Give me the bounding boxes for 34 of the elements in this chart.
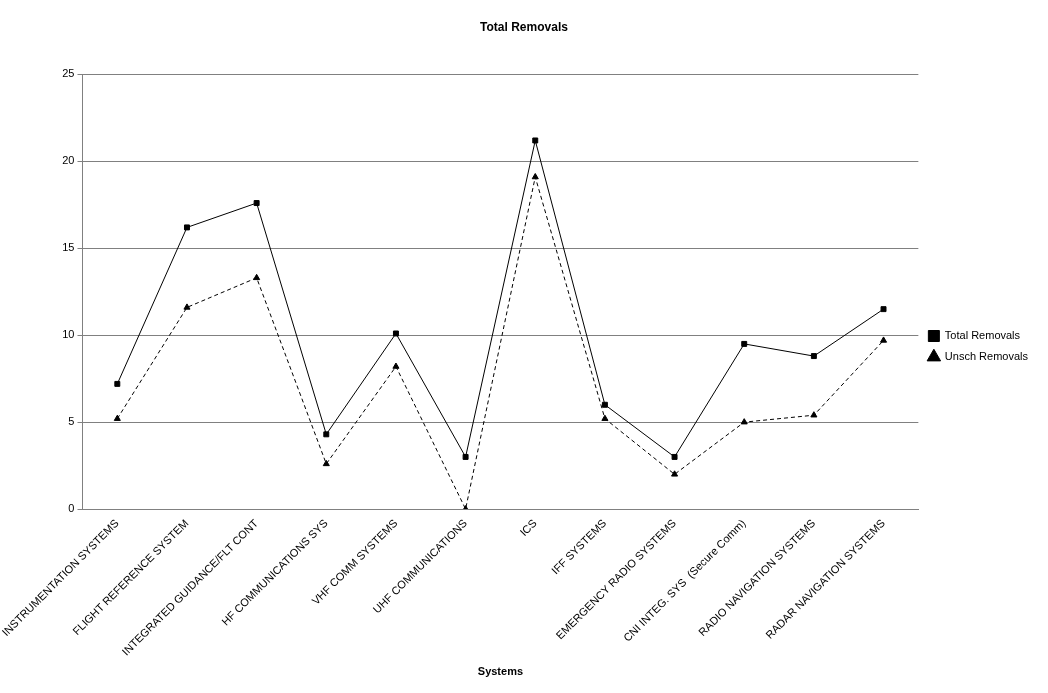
y-tick-label: 10: [62, 328, 75, 341]
x-axis-title: Systems: [477, 665, 524, 678]
point: [532, 137, 539, 144]
y-tick-label: 20: [62, 154, 75, 167]
point: [601, 414, 609, 421]
point: [740, 418, 748, 425]
point: [462, 453, 469, 460]
point: [253, 200, 260, 207]
chart-title: Total Removals: [480, 19, 569, 34]
point: [880, 306, 887, 313]
point: [183, 303, 191, 310]
point: [601, 401, 608, 408]
y-tick-label: 5: [68, 415, 75, 428]
point: [741, 340, 748, 347]
point: [810, 411, 818, 418]
y-tick-label: 15: [62, 241, 75, 254]
point: [392, 330, 399, 337]
point: [810, 353, 817, 360]
y-tick-label: 0: [68, 502, 75, 515]
point: [114, 380, 121, 387]
legend-label: Total Removals: [944, 329, 1021, 342]
point: [253, 273, 261, 281]
point: [880, 336, 888, 343]
x-tick-label: ICS: [517, 516, 539, 539]
y-tick-label: 25: [62, 67, 75, 80]
point: [113, 414, 121, 421]
point: [671, 470, 679, 477]
point: [323, 431, 330, 438]
point: [184, 224, 190, 231]
point: [671, 453, 678, 460]
point: [322, 459, 330, 467]
point: [531, 172, 539, 180]
point: [392, 362, 400, 369]
legend-label: Unsch Removals: [944, 350, 1029, 363]
